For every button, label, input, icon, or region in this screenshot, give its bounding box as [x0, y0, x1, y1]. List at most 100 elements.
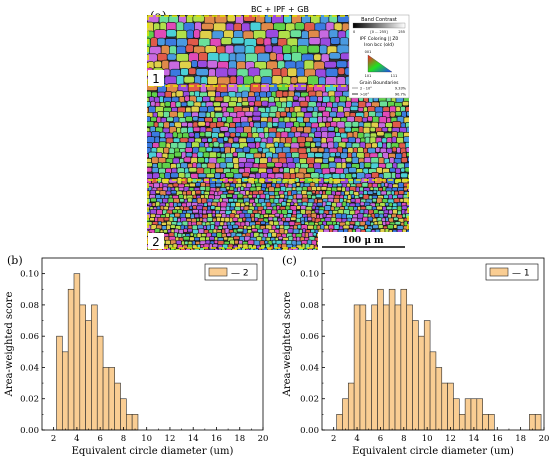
bar [418, 335, 425, 431]
grain [405, 147, 409, 153]
grain [184, 240, 189, 245]
grain [344, 126, 352, 133]
grain [314, 157, 324, 164]
grain [260, 220, 266, 225]
bar [347, 382, 355, 431]
grain [287, 228, 294, 234]
grain [207, 75, 218, 85]
grain [328, 210, 333, 216]
grain [354, 198, 361, 204]
grain [166, 53, 177, 61]
grain [279, 111, 287, 117]
grain [265, 29, 279, 39]
grain [330, 121, 338, 128]
band-contrast-max: 255 [398, 30, 405, 34]
grain [298, 142, 306, 148]
grain [329, 167, 336, 173]
grain [205, 121, 211, 127]
bar [120, 398, 127, 431]
grain [206, 209, 213, 214]
grain [333, 198, 340, 204]
grain [183, 76, 195, 84]
grain [305, 136, 314, 143]
grain [202, 209, 207, 215]
grain [394, 221, 401, 226]
x-tick-label: 20 [258, 434, 269, 444]
x-tick-label: 2 [331, 434, 336, 444]
bar [482, 414, 489, 431]
grain [272, 122, 279, 127]
grain [210, 205, 216, 210]
band-contrast-range: [0 ... 255] [370, 30, 388, 34]
grain [215, 167, 224, 173]
grain [198, 111, 207, 118]
grain [180, 101, 188, 107]
grain [341, 137, 349, 143]
grain [310, 147, 319, 153]
band-contrast-scale [352, 22, 406, 29]
bar [79, 304, 86, 431]
grain [350, 194, 355, 199]
grain [299, 158, 307, 165]
bar [488, 414, 495, 431]
grain [199, 131, 206, 137]
grain [391, 136, 397, 144]
grain [172, 243, 178, 248]
grain [367, 116, 373, 122]
grain [238, 162, 246, 168]
grain [204, 45, 217, 54]
grain [179, 198, 185, 203]
region-1-outline [147, 15, 409, 87]
grain [404, 167, 409, 173]
grain [193, 29, 201, 39]
grain [247, 194, 253, 199]
grain [268, 112, 277, 118]
bar [62, 351, 69, 431]
x-tick-label: 14 [188, 434, 199, 444]
grain [194, 237, 201, 241]
grain [199, 83, 208, 93]
grain [256, 37, 265, 45]
grain [300, 107, 308, 113]
grain [335, 191, 342, 196]
grain [207, 90, 216, 98]
grain [359, 201, 365, 207]
grain [314, 131, 322, 138]
legend-label: — 1 [512, 269, 530, 279]
grain [214, 221, 221, 227]
x-tick-label: 12 [165, 434, 176, 444]
grain [163, 217, 170, 222]
grain [150, 197, 157, 203]
grain [192, 126, 201, 132]
ipf-corner-right: 111 [391, 74, 398, 78]
grain [232, 117, 241, 123]
bar [470, 398, 478, 431]
legend-swatch [208, 267, 228, 277]
grain [311, 217, 316, 223]
grain [244, 213, 251, 218]
grain [177, 233, 183, 238]
grain [299, 100, 309, 107]
grain [265, 209, 272, 214]
grain [198, 213, 203, 218]
grain [393, 224, 398, 229]
grain [188, 67, 197, 75]
grain [261, 236, 267, 242]
grain [166, 29, 177, 38]
grain [212, 141, 220, 148]
grain [274, 194, 280, 199]
grain [219, 221, 225, 226]
grain [231, 142, 240, 149]
x-tick-label: 4 [354, 434, 359, 444]
grain [376, 190, 382, 196]
grain [339, 37, 349, 46]
grain [216, 216, 221, 222]
grain [192, 205, 197, 210]
grain [330, 36, 341, 45]
grain [189, 236, 195, 242]
grain [328, 177, 334, 185]
grain [244, 111, 254, 117]
grain [147, 61, 148, 68]
grain [179, 137, 189, 143]
grain [273, 22, 286, 31]
